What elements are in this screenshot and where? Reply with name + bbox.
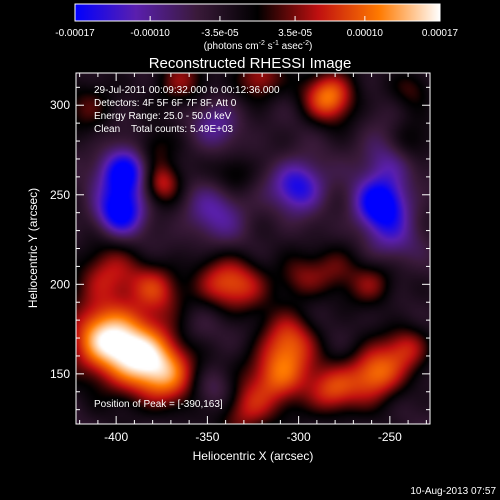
plot-annotations: 29-Jul-2011 00:09:32.000 to 00:12:36.000… bbox=[94, 85, 280, 410]
annotation-detectors: Detectors: 4F 5F 6F 7F 8F, Att 0 bbox=[94, 98, 237, 109]
annotation-clean: Clean Total counts: 5.49E+03 bbox=[94, 124, 234, 135]
annotation-energy: Energy Range: 25.0 - 50.0 keV bbox=[94, 111, 232, 122]
heatmap-image bbox=[76, 73, 430, 424]
x-tick-label: -250 bbox=[378, 430, 402, 444]
x-tick-label: -350 bbox=[195, 430, 219, 444]
colorbar-ticks: -0.00017 -0.00010 -3.5e-05 3.5e-05 0.00010 0.… bbox=[55, 16, 459, 39]
colorbar-tick-label: 3.5e-05 bbox=[278, 28, 312, 39]
colorbar-tick-label: -0.00010 bbox=[130, 28, 170, 39]
annotation-time: 29-Jul-2011 00:09:32.000 to 00:12:36.000 bbox=[94, 85, 280, 96]
colorbar-tick-label: -3.5e-05 bbox=[201, 28, 239, 39]
chart-title: Reconstructed RHESSI Image bbox=[149, 55, 352, 72]
y-tick-label: 300 bbox=[50, 98, 70, 112]
colorbar-tick-label: -0.00017 bbox=[55, 28, 95, 39]
colorbar-gradient bbox=[74, 3, 441, 22]
x-tick-label: -300 bbox=[287, 430, 311, 444]
colorbar-units: (photons cm-2 s-1 asec-2) bbox=[204, 40, 313, 52]
colorbar: -0.00017 -0.00010 -3.5e-05 3.5e-05 0.00010 0.… bbox=[55, 3, 459, 52]
footer-timestamp: 10-Aug-2013 07:57 bbox=[410, 486, 496, 497]
y-tick-label: 200 bbox=[50, 277, 70, 291]
colorbar-tick-label: 0.00017 bbox=[422, 28, 459, 39]
y-tick-label: 250 bbox=[50, 188, 70, 202]
y-tick-label: 150 bbox=[50, 367, 70, 381]
annotation-peak: Position of Peak = [-390,163] bbox=[94, 399, 223, 410]
y-axis-label: Heliocentric Y (arcsec) bbox=[26, 188, 40, 308]
colorbar-tick-label: 0.00010 bbox=[347, 28, 384, 39]
x-tick-label: -400 bbox=[104, 430, 128, 444]
axis-ticks: -400 -350 -300 -250 150 200 250 300 bbox=[50, 73, 430, 444]
x-axis-label: Heliocentric X (arcsec) bbox=[193, 449, 314, 463]
